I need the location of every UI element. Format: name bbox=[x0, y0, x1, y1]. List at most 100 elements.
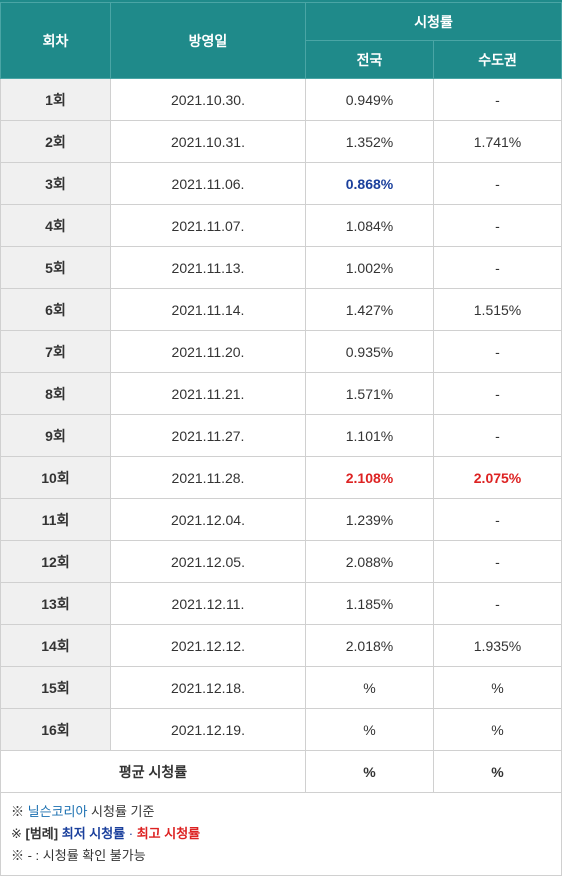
cell-airdate: 2021.11.07. bbox=[111, 205, 306, 247]
cell-airdate: 2021.10.31. bbox=[111, 121, 306, 163]
cell-metro: - bbox=[434, 331, 562, 373]
cell-episode: 9회 bbox=[1, 415, 111, 457]
cell-metro: - bbox=[434, 541, 562, 583]
cell-airdate: 2021.12.04. bbox=[111, 499, 306, 541]
cell-metro: - bbox=[434, 373, 562, 415]
table-row: 7회2021.11.20.0.935%- bbox=[1, 331, 562, 373]
cell-airdate: 2021.11.27. bbox=[111, 415, 306, 457]
cell-national: % bbox=[306, 667, 434, 709]
table-row: 12회2021.12.05.2.088%- bbox=[1, 541, 562, 583]
table-row: 13회2021.12.11.1.185%- bbox=[1, 583, 562, 625]
cell-metro: 1.935% bbox=[434, 625, 562, 667]
cell-airdate: 2021.11.13. bbox=[111, 247, 306, 289]
cell-episode: 12회 bbox=[1, 541, 111, 583]
cell-metro: - bbox=[434, 79, 562, 121]
table-row: 15회2021.12.18.%% bbox=[1, 667, 562, 709]
table-row: 8회2021.11.21.1.571%- bbox=[1, 373, 562, 415]
cell-airdate: 2021.11.21. bbox=[111, 373, 306, 415]
cell-episode: 8회 bbox=[1, 373, 111, 415]
cell-metro: - bbox=[434, 415, 562, 457]
cell-national: 0.935% bbox=[306, 331, 434, 373]
cell-national: 2.018% bbox=[306, 625, 434, 667]
table-row: 10회2021.11.28.2.108%2.075% bbox=[1, 457, 562, 499]
table-header: 회차 방영일 시청률 전국 수도권 bbox=[1, 3, 562, 79]
cell-metro: - bbox=[434, 499, 562, 541]
ratings-table: 회차 방영일 시청률 전국 수도권 1회2021.10.30.0.949%-2회… bbox=[0, 2, 562, 793]
legend-high: 최고 시청률 bbox=[137, 826, 200, 841]
header-rating-group: 시청률 bbox=[306, 3, 562, 41]
footnote-dash: ※ - : 시청률 확인 불가능 bbox=[11, 845, 551, 867]
cell-national: 2.088% bbox=[306, 541, 434, 583]
cell-airdate: 2021.11.14. bbox=[111, 289, 306, 331]
cell-metro: - bbox=[434, 583, 562, 625]
header-episode: 회차 bbox=[1, 3, 111, 79]
cell-episode: 11회 bbox=[1, 499, 111, 541]
cell-episode: 13회 bbox=[1, 583, 111, 625]
cell-national: 1.084% bbox=[306, 205, 434, 247]
cell-airdate: 2021.12.12. bbox=[111, 625, 306, 667]
cell-metro: 1.515% bbox=[434, 289, 562, 331]
cell-episode: 15회 bbox=[1, 667, 111, 709]
average-metro: % bbox=[434, 751, 562, 793]
cell-metro: - bbox=[434, 205, 562, 247]
average-national: % bbox=[306, 751, 434, 793]
table-row: 5회2021.11.13.1.002%- bbox=[1, 247, 562, 289]
cell-airdate: 2021.11.20. bbox=[111, 331, 306, 373]
header-metro: 수도권 bbox=[434, 41, 562, 79]
cell-metro: % bbox=[434, 709, 562, 751]
cell-episode: 16회 bbox=[1, 709, 111, 751]
cell-episode: 14회 bbox=[1, 625, 111, 667]
cell-airdate: 2021.11.06. bbox=[111, 163, 306, 205]
cell-airdate: 2021.11.28. bbox=[111, 457, 306, 499]
cell-airdate: 2021.12.19. bbox=[111, 709, 306, 751]
cell-episode: 5회 bbox=[1, 247, 111, 289]
table-body: 1회2021.10.30.0.949%-2회2021.10.31.1.352%1… bbox=[1, 79, 562, 793]
cell-metro: % bbox=[434, 667, 562, 709]
table-row: 2회2021.10.31.1.352%1.741% bbox=[1, 121, 562, 163]
cell-airdate: 2021.10.30. bbox=[111, 79, 306, 121]
footnotes: ※ 닐슨코리아 시청률 기준 ※ [범례] 최저 시청률 · 최고 시청률 ※ … bbox=[0, 793, 562, 876]
cell-national: 2.108% bbox=[306, 457, 434, 499]
footnote-source: ※ 닐슨코리아 시청률 기준 bbox=[11, 801, 551, 823]
cell-national: 1.571% bbox=[306, 373, 434, 415]
cell-airdate: 2021.12.05. bbox=[111, 541, 306, 583]
table-row: 3회2021.11.06.0.868%- bbox=[1, 163, 562, 205]
cell-national: 1.101% bbox=[306, 415, 434, 457]
cell-metro: 1.741% bbox=[434, 121, 562, 163]
cell-episode: 3회 bbox=[1, 163, 111, 205]
cell-airdate: 2021.12.11. bbox=[111, 583, 306, 625]
header-airdate: 방영일 bbox=[111, 3, 306, 79]
cell-national: 1.002% bbox=[306, 247, 434, 289]
cell-episode: 4회 bbox=[1, 205, 111, 247]
cell-national: % bbox=[306, 709, 434, 751]
footnote-legend: ※ [범례] 최저 시청률 · 최고 시청률 bbox=[11, 823, 551, 845]
cell-national: 0.868% bbox=[306, 163, 434, 205]
cell-national: 1.239% bbox=[306, 499, 434, 541]
cell-national: 1.352% bbox=[306, 121, 434, 163]
cell-episode: 2회 bbox=[1, 121, 111, 163]
average-row: 평균 시청률%% bbox=[1, 751, 562, 793]
table-row: 11회2021.12.04.1.239%- bbox=[1, 499, 562, 541]
cell-national: 1.427% bbox=[306, 289, 434, 331]
cell-episode: 1회 bbox=[1, 79, 111, 121]
table-row: 14회2021.12.12.2.018%1.935% bbox=[1, 625, 562, 667]
cell-metro: - bbox=[434, 247, 562, 289]
table-row: 1회2021.10.30.0.949%- bbox=[1, 79, 562, 121]
table-row: 4회2021.11.07.1.084%- bbox=[1, 205, 562, 247]
table-row: 6회2021.11.14.1.427%1.515% bbox=[1, 289, 562, 331]
cell-episode: 6회 bbox=[1, 289, 111, 331]
cell-metro: - bbox=[434, 163, 562, 205]
ratings-table-wrapper: 회차 방영일 시청률 전국 수도권 1회2021.10.30.0.949%-2회… bbox=[0, 0, 562, 876]
average-label: 평균 시청률 bbox=[1, 751, 306, 793]
cell-national: 1.185% bbox=[306, 583, 434, 625]
nielsen-link[interactable]: 닐슨코리아 bbox=[28, 804, 88, 819]
cell-airdate: 2021.12.18. bbox=[111, 667, 306, 709]
legend-low: 최저 시청률 bbox=[62, 826, 125, 841]
cell-episode: 7회 bbox=[1, 331, 111, 373]
table-row: 16회2021.12.19.%% bbox=[1, 709, 562, 751]
cell-metro: 2.075% bbox=[434, 457, 562, 499]
table-row: 9회2021.11.27.1.101%- bbox=[1, 415, 562, 457]
header-national: 전국 bbox=[306, 41, 434, 79]
cell-episode: 10회 bbox=[1, 457, 111, 499]
cell-national: 0.949% bbox=[306, 79, 434, 121]
